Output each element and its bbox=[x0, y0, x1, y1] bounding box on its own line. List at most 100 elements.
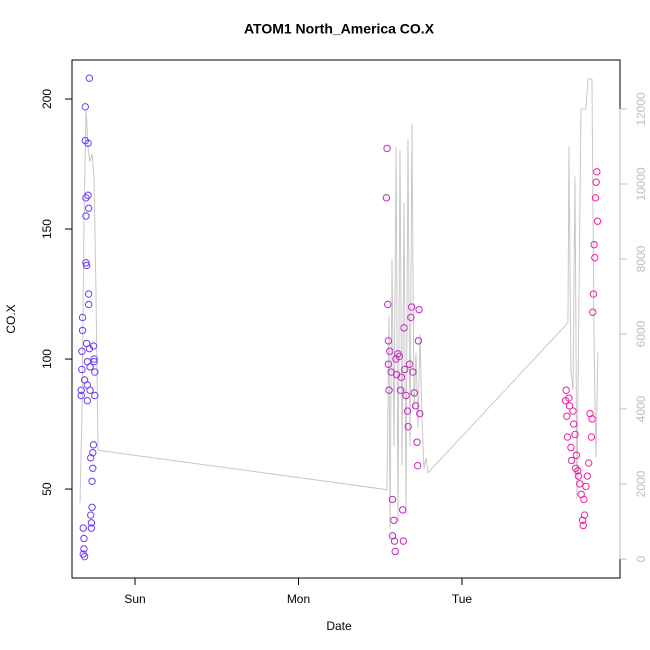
scatter-point bbox=[89, 342, 98, 350]
scatter-point bbox=[569, 407, 577, 415]
scatter-point bbox=[409, 368, 417, 376]
scatter-point bbox=[401, 365, 409, 374]
scatter-point bbox=[590, 240, 598, 249]
scatter-point bbox=[395, 352, 404, 361]
x-tick-label: Tue bbox=[452, 592, 473, 606]
scatter-point bbox=[579, 521, 587, 530]
scatter-point bbox=[78, 365, 86, 374]
x-axis-label: Date bbox=[326, 619, 352, 633]
scatter-point bbox=[589, 308, 597, 316]
scatter-point bbox=[382, 194, 391, 202]
scatter-point bbox=[591, 253, 599, 262]
scatter-point bbox=[384, 360, 393, 368]
scatter-point bbox=[84, 204, 93, 212]
scatter-point bbox=[591, 194, 600, 202]
scatter-point bbox=[84, 300, 93, 309]
scatter-point bbox=[384, 300, 392, 309]
scatter-point bbox=[399, 506, 407, 514]
y-tick-label: 200 bbox=[40, 89, 54, 109]
scatter-point bbox=[85, 344, 94, 353]
scatter-point bbox=[77, 386, 85, 394]
y-tick-label: 150 bbox=[40, 219, 54, 239]
scatter-point bbox=[88, 477, 96, 485]
scatter-point bbox=[391, 547, 399, 556]
scatter-point bbox=[563, 412, 571, 420]
scatter-point bbox=[87, 519, 96, 527]
scatter-point bbox=[80, 552, 89, 561]
scatter-point bbox=[80, 534, 88, 543]
scatter-point bbox=[78, 347, 86, 355]
y2-tick-label: 2000 bbox=[634, 470, 648, 497]
scatter-point bbox=[583, 472, 592, 480]
y2-tick-label: 8000 bbox=[634, 245, 648, 272]
chart-title: ATOM1 North_America CO.X bbox=[244, 21, 435, 37]
y2-tick-label: 0 bbox=[634, 555, 648, 562]
scatter-point bbox=[574, 467, 582, 475]
scatter-point bbox=[404, 422, 412, 431]
scatter-point bbox=[88, 503, 96, 511]
scatter-point bbox=[582, 482, 590, 491]
scatter-point bbox=[588, 415, 596, 423]
scatter-point bbox=[390, 537, 399, 545]
scatter-point bbox=[396, 386, 405, 394]
scatter-point bbox=[405, 360, 414, 368]
scatter-point bbox=[80, 545, 88, 553]
scatter-point bbox=[576, 480, 584, 488]
x-tick-label: Mon bbox=[287, 592, 310, 606]
y-tick-label: 50 bbox=[40, 482, 54, 496]
scatter-point bbox=[571, 430, 579, 439]
scatter-point bbox=[384, 337, 393, 345]
y2-tick-label: 6000 bbox=[634, 320, 648, 347]
scatter-point bbox=[82, 261, 91, 270]
scatter-point bbox=[411, 402, 420, 410]
scatter-point bbox=[563, 433, 572, 441]
scatter-point bbox=[584, 459, 593, 467]
scatter-point bbox=[86, 363, 94, 371]
scatter-point bbox=[587, 433, 596, 441]
scatter-point bbox=[403, 407, 412, 415]
scatter-point bbox=[397, 373, 406, 381]
scatter-point bbox=[407, 303, 416, 311]
scatter-point bbox=[82, 212, 90, 220]
scatter-point bbox=[385, 386, 393, 394]
scatter-point bbox=[410, 389, 418, 397]
scatter-point bbox=[87, 511, 95, 519]
scatter-point bbox=[383, 144, 391, 153]
scatter-point bbox=[565, 402, 574, 410]
scatter-point bbox=[578, 516, 587, 524]
scatter-point bbox=[81, 103, 89, 111]
scatter-point bbox=[90, 355, 98, 363]
scatter-point bbox=[388, 532, 397, 540]
scatter-point bbox=[87, 524, 96, 532]
scatter-point bbox=[407, 313, 415, 322]
scatter-point bbox=[388, 495, 397, 504]
scatter-point bbox=[91, 368, 99, 376]
y2-tick-label: 10000 bbox=[634, 167, 648, 201]
scatter-point bbox=[580, 511, 589, 519]
scatter-point bbox=[562, 386, 570, 394]
scatter-point bbox=[84, 290, 93, 298]
scatter-point bbox=[78, 326, 87, 335]
line-series bbox=[79, 78, 599, 529]
scatter-point bbox=[83, 396, 92, 405]
scatter-point bbox=[415, 305, 423, 314]
scatter-point bbox=[586, 409, 594, 418]
scatter-point bbox=[77, 391, 85, 400]
scatter-point bbox=[390, 516, 398, 524]
y2-tick-label: 4000 bbox=[634, 395, 648, 422]
plot-frame bbox=[71, 59, 621, 579]
scatter-point bbox=[90, 357, 98, 366]
y2-tick-label: 12000 bbox=[634, 92, 648, 126]
scatter-point bbox=[414, 337, 423, 345]
scatter-point bbox=[572, 451, 581, 459]
scatter-point bbox=[399, 537, 408, 545]
scatter-point bbox=[593, 168, 601, 176]
scatter-point bbox=[574, 472, 583, 480]
scatter-point bbox=[78, 313, 87, 322]
scatter-point bbox=[416, 409, 424, 418]
scatter-point bbox=[413, 461, 422, 470]
scatter-point bbox=[567, 443, 575, 452]
scatter-point bbox=[386, 347, 394, 355]
scatter-point bbox=[400, 324, 408, 332]
